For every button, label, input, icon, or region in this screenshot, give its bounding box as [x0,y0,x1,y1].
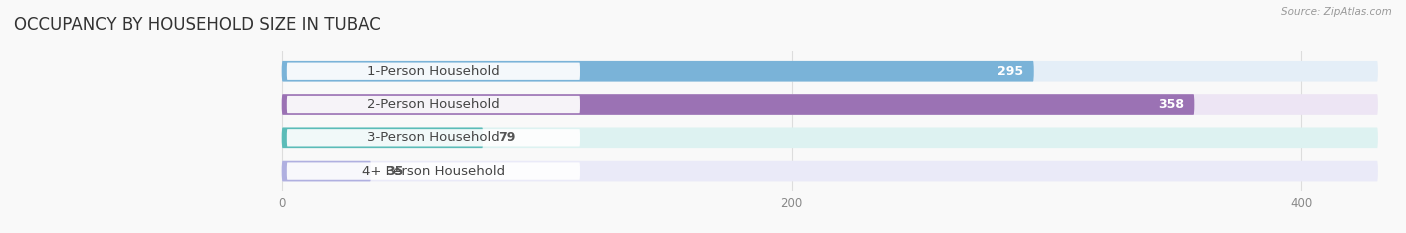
Text: OCCUPANCY BY HOUSEHOLD SIZE IN TUBAC: OCCUPANCY BY HOUSEHOLD SIZE IN TUBAC [14,17,381,34]
FancyBboxPatch shape [281,94,1194,115]
Text: 35: 35 [387,164,404,178]
FancyBboxPatch shape [281,161,1378,182]
FancyBboxPatch shape [287,129,581,147]
FancyBboxPatch shape [281,127,1378,148]
FancyBboxPatch shape [281,161,371,182]
FancyBboxPatch shape [287,96,581,113]
Text: 2-Person Household: 2-Person Household [367,98,499,111]
Text: 79: 79 [498,131,516,144]
Text: 3-Person Household: 3-Person Household [367,131,499,144]
Text: Source: ZipAtlas.com: Source: ZipAtlas.com [1281,7,1392,17]
FancyBboxPatch shape [281,127,484,148]
FancyBboxPatch shape [281,61,1033,82]
FancyBboxPatch shape [287,63,581,80]
FancyBboxPatch shape [281,94,1378,115]
FancyBboxPatch shape [287,162,581,180]
Text: 1-Person Household: 1-Person Household [367,65,499,78]
Text: 4+ Person Household: 4+ Person Household [361,164,505,178]
FancyBboxPatch shape [281,61,1378,82]
Text: 295: 295 [997,65,1024,78]
Text: 358: 358 [1159,98,1184,111]
